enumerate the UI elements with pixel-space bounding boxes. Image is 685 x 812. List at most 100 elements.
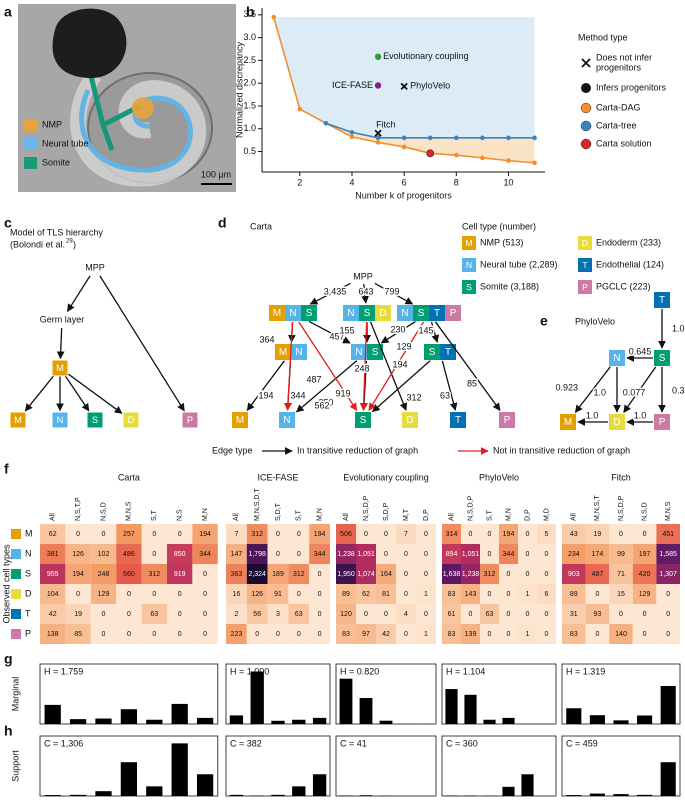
bar [197,774,213,796]
annotation: C = 459 [566,738,598,748]
cell-value: 0 [152,631,156,638]
y-tick-label: 3.0 [243,32,256,42]
edge-label: 643 [358,286,373,296]
bar [292,786,305,796]
cell-value: 0 [526,551,530,558]
cell-value: 0 [469,531,473,538]
cell-value: 0 [526,571,530,578]
bar [172,743,188,796]
cell-value: 0 [102,531,106,538]
cell-value: 194 [314,531,326,538]
cell-value: 1 [526,591,530,598]
cell-value: 126 [72,551,84,558]
legend-label: Carta solution [596,138,652,148]
legend-title: Method type [578,32,628,42]
column-label: M,N,S [665,501,672,521]
cell-value: 19 [594,531,602,538]
bar [613,794,628,796]
column-label: D,P [423,509,430,521]
column-label: M,N,S [126,501,133,521]
bar [360,698,373,724]
cell-letter: T [659,295,665,306]
cell-value: 0 [76,591,80,598]
bar [45,705,61,724]
column-label: S,T [486,509,493,521]
cell-value: 314 [446,531,458,538]
cell-value: 0 [643,531,647,538]
cell-value: 7 [404,531,408,538]
cell-letter: P [659,417,666,428]
annotation: C = 41 [340,738,367,748]
cell-value: 0 [424,611,428,618]
cell-value: 487 [592,571,604,578]
cell-value: 15 [617,591,625,598]
cell-value: 5 [545,531,549,538]
bar [95,719,111,724]
bar [313,774,326,796]
cell-value: 104 [47,591,59,598]
x-tick-label: 4 [349,177,354,187]
x-tick-label: 10 [503,177,513,187]
cell-value: 0 [318,591,322,598]
cell-value: 0 [507,611,511,618]
heatmap-title: Carta [118,472,140,482]
cell-value: 62 [49,531,57,538]
bar [230,715,243,724]
node-label: Germ layer [40,314,85,324]
series-point [324,121,329,126]
x-tick-label: 6 [402,177,407,187]
cell-value: 0 [526,531,530,538]
cell-value: 147 [231,551,243,558]
cell-letter: D [582,238,588,248]
cell-value: 0 [276,631,280,638]
x-tick-label: 8 [454,177,459,187]
cell-value: 71 [617,571,625,578]
legend-label: Not in transitive reduction of graph [493,445,630,455]
cell-value: 919 [174,571,186,578]
cell-value: 0 [666,611,670,618]
cell-value: 0 [178,631,182,638]
legend-label: PGCLC (223) [596,281,651,291]
x-axis-label: Number k of progenitors [355,190,452,200]
cell-value: 0 [619,611,623,618]
annotation: C = 382 [230,738,262,748]
cell-letter: S [360,415,367,426]
cell-value: 85 [74,631,82,638]
point-label: PhyloVelo [410,81,450,91]
column-label: M,N [505,508,512,521]
cell-letter: T [455,415,461,426]
annotation: C = 1,306 [44,738,83,748]
cell-value: 560 [123,571,135,578]
edge-label: 312 [406,392,421,402]
cell-value: 19 [74,611,82,618]
edge [442,361,455,410]
cell-value: 0 [404,591,408,598]
cell-value: 1 [424,591,428,598]
bar [464,695,476,724]
edge [100,276,184,411]
cell-value: 451 [662,531,674,538]
cell-value: 0 [384,611,388,618]
cell-value: 2 [234,611,238,618]
bar [590,794,605,796]
cell-value: 1 [526,631,530,638]
cell-value: 903 [568,571,580,578]
row-label: S [25,568,31,578]
bar [380,721,393,724]
row-swatch [11,629,21,639]
cell-value: 197 [639,551,651,558]
cell-value: 248 [98,571,110,578]
cell-value: 1,638 [443,571,461,578]
cell-value: 0 [469,611,473,618]
bar [521,774,533,796]
bar [197,718,213,724]
cell-value: 0 [404,631,408,638]
edge [68,276,91,311]
cell-value: 143 [465,591,477,598]
series-point [532,161,537,166]
cell-value: 0 [643,631,647,638]
heatmap-title: PhyloVelo [479,472,519,482]
cell-value: 0 [595,631,599,638]
cell-value: 0 [76,531,80,538]
cell-value: 7 [234,531,238,538]
